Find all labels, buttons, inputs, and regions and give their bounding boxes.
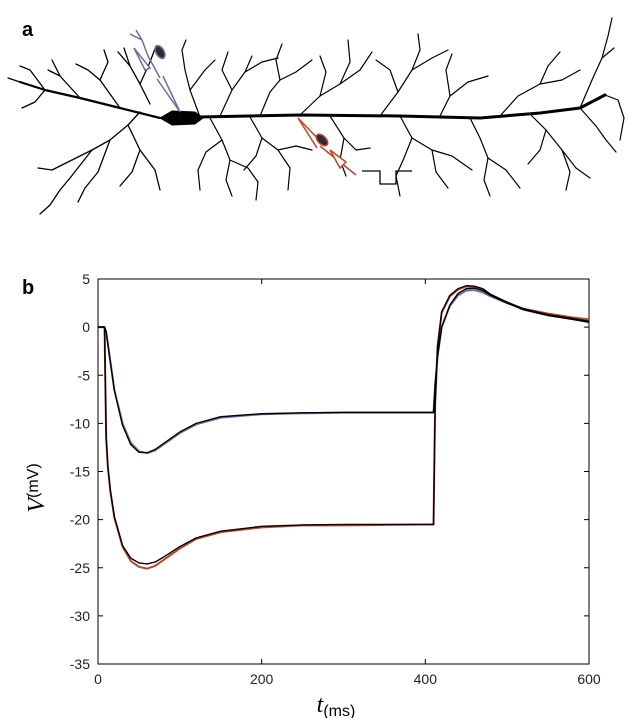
soma-electrode: [129, 29, 181, 113]
y-tick-label: 0: [82, 319, 90, 335]
x-axis-label: t(ms): [317, 692, 356, 718]
x-tick-label: 200: [250, 671, 274, 687]
dendrite-electrode: [297, 117, 357, 176]
y-axis-label: V(mV): [24, 463, 50, 512]
series-line-1: [98, 285, 590, 570]
y-tick-label: -15: [70, 464, 90, 480]
series-line-3: [98, 287, 590, 454]
series-line-2: [98, 285, 590, 565]
panel-a-letter: a: [22, 19, 34, 41]
panel-b-letter: b: [22, 277, 34, 299]
y-tick-label: 5: [82, 271, 90, 287]
current-step-icon: [362, 170, 412, 185]
x-tick-label: 600: [577, 671, 601, 687]
y-tick-label: -5: [78, 367, 91, 383]
series-line-0: [98, 289, 590, 455]
plot-frame: [97, 278, 590, 665]
y-tick-label: -35: [70, 656, 90, 672]
y-tick-label: -25: [70, 560, 90, 576]
y-tick-label: -20: [70, 512, 90, 528]
neuron-morphology: [7, 17, 625, 215]
x-tick-label: 0: [94, 671, 102, 687]
x-tick-label: 400: [414, 671, 438, 687]
y-tick-label: -10: [70, 415, 90, 431]
y-tick-label: -30: [70, 608, 90, 624]
voltage-chart: 50-5-10-15-20-25-30-350 200 400 600t(ms)V(m…: [24, 271, 601, 718]
